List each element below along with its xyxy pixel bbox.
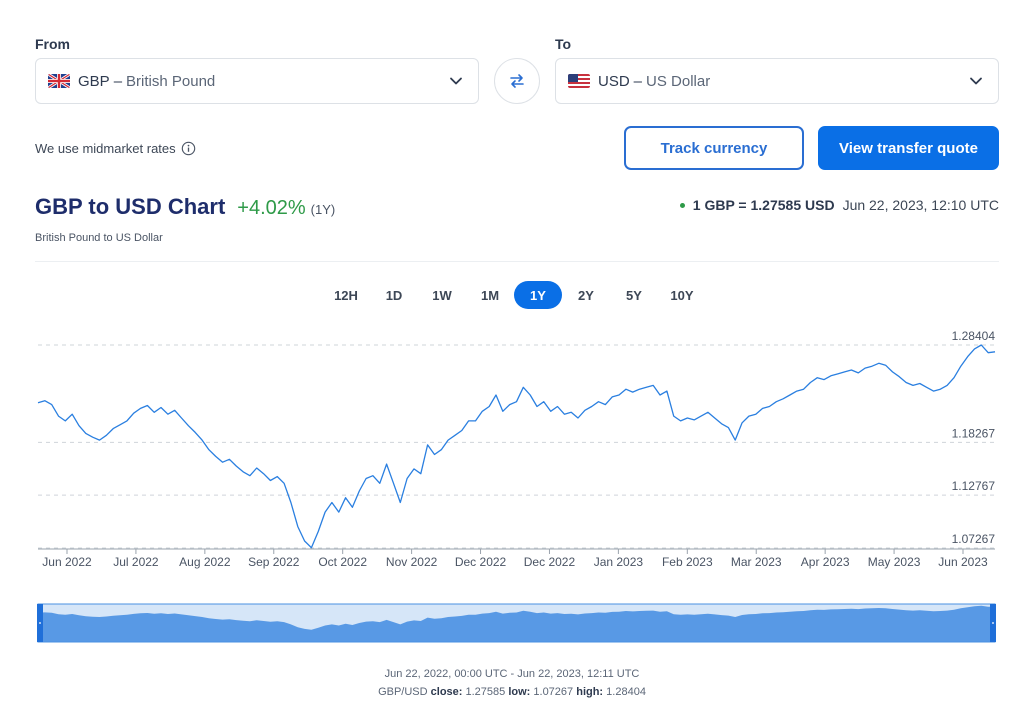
y-tick-label: 1.12767 — [952, 479, 996, 493]
track-currency-button[interactable]: Track currency — [624, 126, 804, 170]
date-range-text: Jun 22, 2022, 00:00 UTC - Jun 22, 2023, … — [384, 668, 640, 680]
x-tick-label: Sep 2022 — [248, 555, 300, 569]
y-tick-label: 1.07267 — [952, 532, 996, 546]
low-label: low: — [508, 686, 531, 698]
to-label: To — [555, 36, 572, 52]
uk-flag-icon — [48, 74, 70, 88]
tab-1d[interactable]: 1D — [385, 287, 403, 303]
to-currency-name: US Dollar — [646, 72, 711, 90]
high-label: high: — [576, 686, 604, 698]
chevron-down-icon — [450, 77, 462, 85]
from-currency-select[interactable]: GBP – British Pound — [35, 58, 479, 104]
tab-12h[interactable]: 12H — [334, 287, 358, 303]
rate-chart[interactable]: 1.28404 1.18267 1.12767 1.07267 Jun 2022 Jul … — [0, 0, 1024, 660]
summary-stats: GBP/USD close: 1.27585 low: 1.07267 high… — [0, 686, 1024, 698]
tab-10y[interactable]: 10Y — [670, 287, 694, 303]
x-tick-label: Jul 2022 — [113, 555, 159, 569]
tab-1y[interactable]: 1Y — [514, 281, 562, 309]
change-period: (1Y) — [310, 202, 336, 217]
view-transfer-quote-button[interactable]: View transfer quote — [818, 126, 999, 170]
series-line — [37, 344, 996, 549]
y-tick-label: 1.18267 — [952, 426, 996, 440]
chart-heading: GBP to USD Chart +4.02% (1Y) — [35, 194, 335, 220]
x-tick-label: Dec 2022 — [524, 555, 576, 569]
tab-5y[interactable]: 5Y — [626, 287, 642, 303]
low-value: 1.07267 — [533, 686, 574, 698]
from-currency-name: British Pound — [126, 72, 216, 90]
swap-arrows-icon — [510, 74, 524, 88]
rate-value: 1 GBP = 1.27585 USD — [692, 197, 835, 213]
chart-subtitle: British Pound to US Dollar — [35, 232, 163, 244]
to-currency-code: USD — [598, 72, 630, 90]
page-title: GBP to USD Chart — [35, 194, 226, 219]
tab-1w[interactable]: 1W — [432, 287, 452, 303]
period-tabs: 12H 1D 1W 1M 1Y 2Y 5Y 10Y — [322, 281, 706, 309]
x-tick-label: Aug 2022 — [179, 555, 231, 569]
current-rate: 1 GBP = 1.27585 USD Jun 22, 2023, 12:10 … — [679, 197, 999, 213]
x-tick-label: Jun 2023 — [938, 555, 988, 569]
x-tick-label: May 2023 — [868, 555, 921, 569]
info-icon[interactable] — [181, 141, 196, 156]
tab-1m[interactable]: 1M — [480, 287, 500, 303]
to-separator: – — [633, 72, 643, 90]
x-tick-label: Jun 2022 — [42, 555, 92, 569]
from-currency-code: GBP — [78, 72, 110, 90]
rate-timestamp: Jun 22, 2023, 12:10 UTC — [842, 197, 999, 213]
us-flag-icon — [568, 74, 590, 88]
x-tick-label: Apr 2023 — [801, 555, 850, 569]
pair-label: GBP/USD — [378, 686, 428, 698]
navigator-area — [38, 605, 995, 642]
divider — [35, 261, 999, 262]
x-tick-label: Dec 2022 — [455, 555, 507, 569]
midmarket-text: We use midmarket rates — [35, 141, 176, 156]
x-tick-label: Oct 2022 — [318, 555, 367, 569]
x-tick-label: Mar 2023 — [731, 555, 782, 569]
x-tick-label: Nov 2022 — [386, 555, 438, 569]
live-dot-icon — [679, 202, 685, 208]
x-tick-label: Feb 2023 — [662, 555, 713, 569]
chevron-down-icon — [970, 77, 982, 85]
high-value: 1.28404 — [606, 686, 646, 698]
y-tick-label: 1.28404 — [952, 329, 996, 343]
tab-2y[interactable]: 2Y — [578, 287, 594, 303]
from-label: From — [35, 36, 70, 52]
midmarket-note: We use midmarket rates — [35, 141, 196, 156]
x-tick-label: Jan 2023 — [594, 555, 644, 569]
close-label: close: — [430, 686, 463, 698]
to-currency-select[interactable]: USD – US Dollar — [555, 58, 999, 104]
from-separator: – — [113, 72, 123, 90]
swap-currencies-button[interactable] — [494, 58, 540, 104]
change-percent: +4.02% — [237, 197, 306, 219]
close-value: 1.27585 — [465, 686, 506, 698]
